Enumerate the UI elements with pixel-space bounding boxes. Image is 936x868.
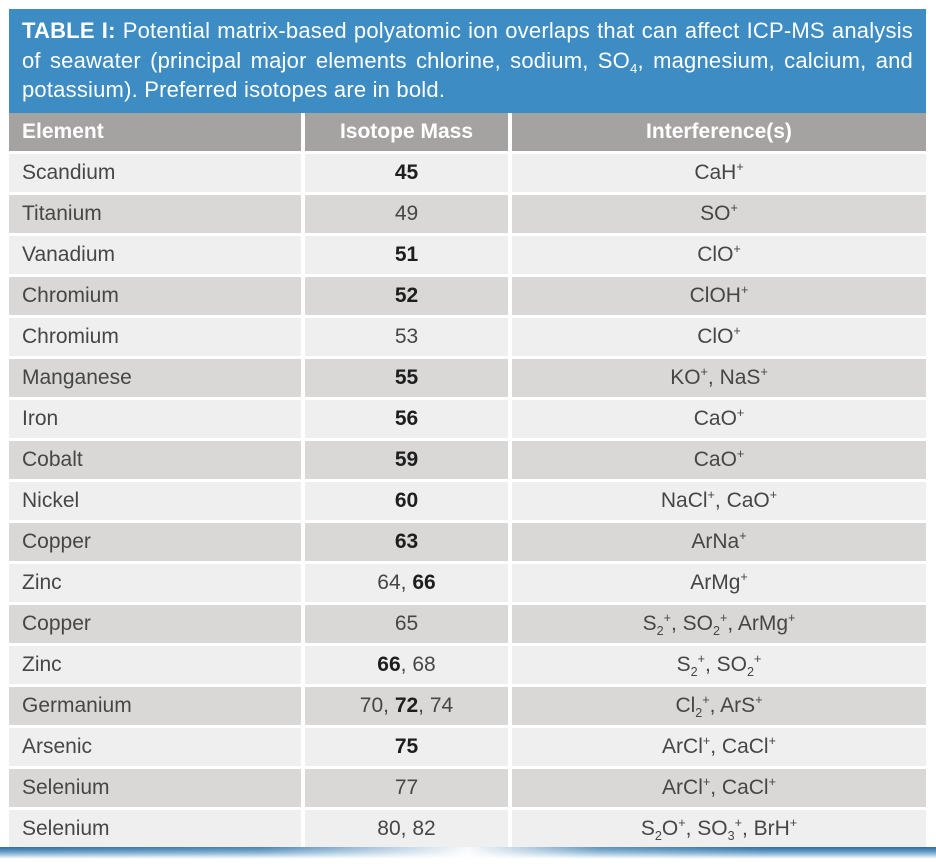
element-cell: Chromium	[9, 276, 305, 318]
isotope-mass-cell: 49	[305, 194, 512, 236]
table-row: Arsenic 75 ArCl+, CaCl+	[9, 727, 926, 769]
column-header-interferences: Interference(s)	[512, 112, 926, 154]
interference-cell: CaH+	[512, 153, 926, 195]
isotope-mass-cell: 52	[305, 276, 512, 318]
isotope-mass-cell: 63	[305, 522, 512, 564]
interference-cell: KO+, NaS+	[512, 358, 926, 400]
interference-cell: S2+, SO2+	[512, 645, 926, 687]
interference-cell: ArCl+, CaCl+	[512, 727, 926, 769]
decorative-divider	[0, 847, 936, 859]
interference-cell: S2O+, SO3+, BrH+	[512, 809, 926, 851]
table-row: Cobalt 59 CaO+	[9, 440, 926, 482]
element-cell: Selenium	[9, 809, 305, 851]
isotope-mass-cell: 77	[305, 768, 512, 810]
column-header-isotope-mass: Isotope Mass	[305, 112, 512, 154]
table-row: Copper 65 S2+, SO2+, ArMg+	[9, 604, 926, 646]
table-row: Selenium 80, 82 S2O+, SO3+, BrH+	[9, 809, 926, 851]
isotope-mass-cell: 59	[305, 440, 512, 482]
isotope-mass-cell: 60	[305, 481, 512, 523]
column-header-element: Element	[9, 112, 305, 154]
element-cell: Titanium	[9, 194, 305, 236]
isotope-mass-cell: 55	[305, 358, 512, 400]
table-row: Scandium 45 CaH+	[9, 153, 926, 195]
interference-cell: CaO+	[512, 440, 926, 482]
interference-cell: ClOH+	[512, 276, 926, 318]
isotope-mass-cell: 65	[305, 604, 512, 646]
table-row: Germanium 70, 72, 74 Cl2+, ArS+	[9, 686, 926, 728]
table-row: Vanadium 51 ClO+	[9, 235, 926, 277]
table-row: Copper 63 ArNa+	[9, 522, 926, 564]
interference-cell: Cl2+, ArS+	[512, 686, 926, 728]
isotope-mass-cell: 80, 82	[305, 809, 512, 851]
interference-cell: NaCl+, CaO+	[512, 481, 926, 523]
element-cell: Zinc	[9, 645, 305, 687]
interference-cell: ClO+	[512, 235, 926, 277]
table-row: Selenium 77 ArCl+, CaCl+	[9, 768, 926, 810]
isotope-mass-cell: 53	[305, 317, 512, 359]
isotope-mass-cell: 75	[305, 727, 512, 769]
interference-cell: ArCl+, CaCl+	[512, 768, 926, 810]
isotope-mass-cell: 66, 68	[305, 645, 512, 687]
interference-table: Element Isotope Mass Interference(s) Sca…	[9, 112, 926, 851]
interference-cell: ArNa+	[512, 522, 926, 564]
table-row: Zinc 66, 68 S2+, SO2+	[9, 645, 926, 687]
element-cell: Copper	[9, 522, 305, 564]
interference-cell: S2+, SO2+, ArMg+	[512, 604, 926, 646]
element-cell: Germanium	[9, 686, 305, 728]
interference-cell: CaO+	[512, 399, 926, 441]
isotope-mass-cell: 64, 66	[305, 563, 512, 605]
element-cell: Arsenic	[9, 727, 305, 769]
table-row: Chromium 53 ClO+	[9, 317, 926, 359]
table-caption: TABLE I: Potential matrix-based polyatom…	[9, 9, 926, 113]
interference-cell: SO+	[512, 194, 926, 236]
interference-cell: ArMg+	[512, 563, 926, 605]
isotope-mass-cell: 45	[305, 153, 512, 195]
table-row: Manganese 55 KO+, NaS+	[9, 358, 926, 400]
table-row: Iron 56 CaO+	[9, 399, 926, 441]
element-cell: Chromium	[9, 317, 305, 359]
element-cell: Copper	[9, 604, 305, 646]
table-body: Scandium 45 CaH+ Titanium 49 SO+ Vanadium 51 ClO…	[9, 153, 926, 851]
element-cell: Vanadium	[9, 235, 305, 277]
table-row: Nickel 60 NaCl+, CaO+	[9, 481, 926, 523]
interference-cell: ClO+	[512, 317, 926, 359]
table-row: Zinc 64, 66 ArMg+	[9, 563, 926, 605]
element-cell: Manganese	[9, 358, 305, 400]
element-cell: Scandium	[9, 153, 305, 195]
element-cell: Cobalt	[9, 440, 305, 482]
element-cell: Nickel	[9, 481, 305, 523]
table-row: Chromium 52 ClOH+	[9, 276, 926, 318]
element-cell: Zinc	[9, 563, 305, 605]
table-row: Titanium 49 SO+	[9, 194, 926, 236]
isotope-mass-cell: 51	[305, 235, 512, 277]
isotope-mass-cell: 70, 72, 74	[305, 686, 512, 728]
element-cell: Selenium	[9, 768, 305, 810]
header-row: Element Isotope Mass Interference(s)	[9, 112, 926, 154]
element-cell: Iron	[9, 399, 305, 441]
isotope-mass-cell: 56	[305, 399, 512, 441]
